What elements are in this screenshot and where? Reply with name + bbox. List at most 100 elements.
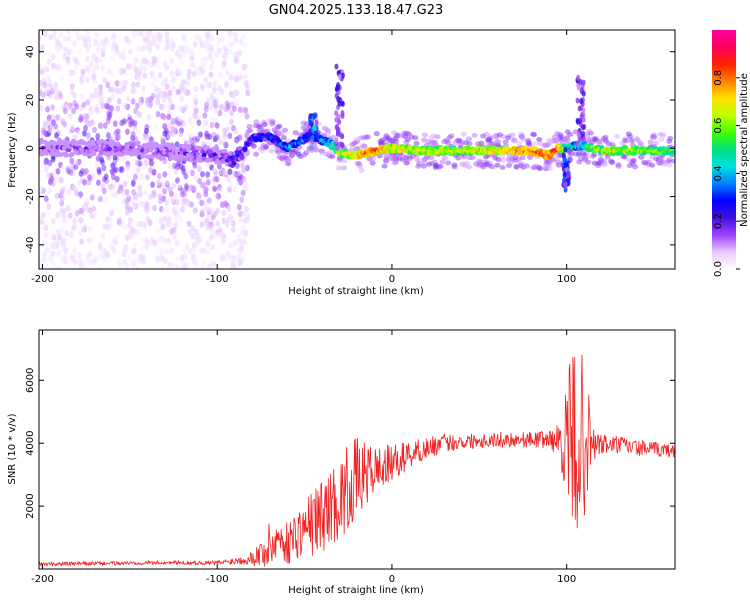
spectrogram-cell (127, 231, 133, 238)
spectrogram-cell (136, 45, 142, 53)
spectrogram-cell (185, 78, 191, 86)
spectrogram-cell (286, 156, 293, 162)
spectrogram-cell (81, 101, 87, 108)
spectrogram-cell (420, 163, 427, 169)
spectrogram-cell (177, 115, 183, 122)
spectrogram-cell (84, 197, 90, 204)
spectrogram-cell (180, 187, 185, 195)
spectrogram-cell (178, 105, 184, 112)
spectrogram-cell (483, 131, 490, 137)
spectrogram-cell (313, 144, 318, 151)
spectrogram-cell (72, 134, 78, 141)
spectrogram-cell (406, 153, 413, 159)
spectrogram-cell (239, 153, 245, 159)
spectrogram-cell (301, 152, 308, 158)
spectrogram-cell (194, 240, 200, 247)
spectrogram-cell (171, 85, 177, 92)
spectrogram-cell (47, 50, 53, 58)
spectrogram-cell (184, 45, 190, 52)
spectrogram-cell (579, 98, 584, 105)
spectrogram-cell (237, 106, 243, 113)
spectrogram-cell (110, 162, 116, 169)
spectrogram-cell (140, 236, 146, 244)
spectrogram-cell (134, 102, 140, 110)
spectrogram-cell (187, 68, 192, 76)
spectrogram-cell (140, 157, 146, 165)
spectrogram-cell (206, 263, 212, 269)
spectrogram-cell (71, 223, 77, 231)
spectrogram-cell (340, 100, 345, 107)
spectrogram-cell (124, 197, 130, 205)
spectrogram-cell (340, 165, 347, 171)
spectrogram-cell (147, 219, 153, 226)
spectrogram-cell (132, 228, 138, 236)
spectrogram-cell (376, 153, 383, 159)
spectrogram-cell (505, 135, 512, 141)
spectrogram-cell (209, 92, 215, 100)
spectrogram-cell (181, 49, 187, 57)
spectrogram-cell (300, 125, 307, 131)
spectrogram-cell (47, 254, 53, 261)
spectrogram-cell (74, 103, 80, 110)
spectrogram-cell (609, 142, 616, 148)
spectrogram-cell (39, 259, 44, 266)
spectrogram-cell (108, 222, 113, 229)
snr-x-ticks: -200 -100 0 100 (31, 330, 576, 585)
spectrogram-cell (205, 247, 211, 255)
spectrogram-cell (243, 231, 249, 238)
spectrogram-cell (245, 90, 251, 97)
spectrogram-cell (58, 31, 64, 38)
spectrogram-cell (205, 171, 211, 178)
spectrogram-cell (205, 179, 211, 186)
spectrogram-cell (78, 191, 84, 198)
spectrogram-cell (82, 112, 88, 120)
spectrogram-cell (160, 155, 166, 160)
spectrogram-cell (191, 139, 197, 146)
spectrogram-cell (58, 207, 64, 214)
spectrogram-cell (383, 158, 390, 164)
spectrogram-cell (471, 132, 478, 138)
figure-title: GN04.2025.133.18.47.G23 (269, 3, 444, 18)
spectrogram-cell (45, 172, 51, 180)
spectrogram-cell (388, 152, 395, 158)
spectrogram-cell (123, 79, 129, 86)
spectrogram-cell (61, 145, 67, 151)
snr-panel: -200 -100 0 100 2000 4000 6000 Height of stra… (7, 329, 676, 596)
spectrogram-cell (42, 30, 48, 38)
colorbar-ticks: 0.0 0.2 0.4 0.6 0.8 (713, 70, 740, 277)
spectrogram-cell (127, 216, 133, 224)
spectrogram-cell (39, 218, 45, 226)
spectrogram-cell (179, 206, 185, 214)
spectrogram-cell (107, 111, 113, 119)
spectrogram-cell (185, 199, 191, 206)
spectrogram-cell (130, 98, 136, 105)
spectrogram-cell (54, 94, 59, 101)
spectrogram-cell (161, 207, 167, 214)
x-tick-label: -100 (206, 274, 229, 285)
spectrogram-cell (121, 85, 127, 92)
spectrogram-cell (591, 152, 598, 158)
spectrogram-cell (83, 168, 89, 175)
spectrogram-cell (198, 236, 203, 243)
spectrogram-cell (130, 260, 136, 267)
spectrogram-cell (194, 229, 199, 236)
spectrogram-cell (578, 118, 583, 125)
spectrogram-cell (244, 184, 250, 192)
spectrogram-cell (223, 253, 228, 261)
spectrogram-cell (116, 133, 122, 141)
spectrogram-cell (136, 166, 141, 174)
spectrogram-cell (239, 196, 245, 203)
spectrogram-cell (91, 172, 97, 179)
spectrogram-cell (238, 179, 243, 186)
spectrogram-cell (261, 121, 268, 127)
spectrogram-cell (531, 132, 538, 138)
spectrogram-cell (122, 258, 128, 266)
spectrogram-cell (149, 70, 155, 77)
spectrogram-plot-area (39, 30, 675, 269)
spectrogram-cell (101, 164, 107, 172)
y-tick-label: 2000 (25, 493, 36, 518)
spectrogram-cell (208, 71, 214, 78)
spectrogram-cell (47, 126, 53, 134)
spectrogram-cell (244, 85, 250, 92)
spectrogram-cell (59, 74, 64, 82)
